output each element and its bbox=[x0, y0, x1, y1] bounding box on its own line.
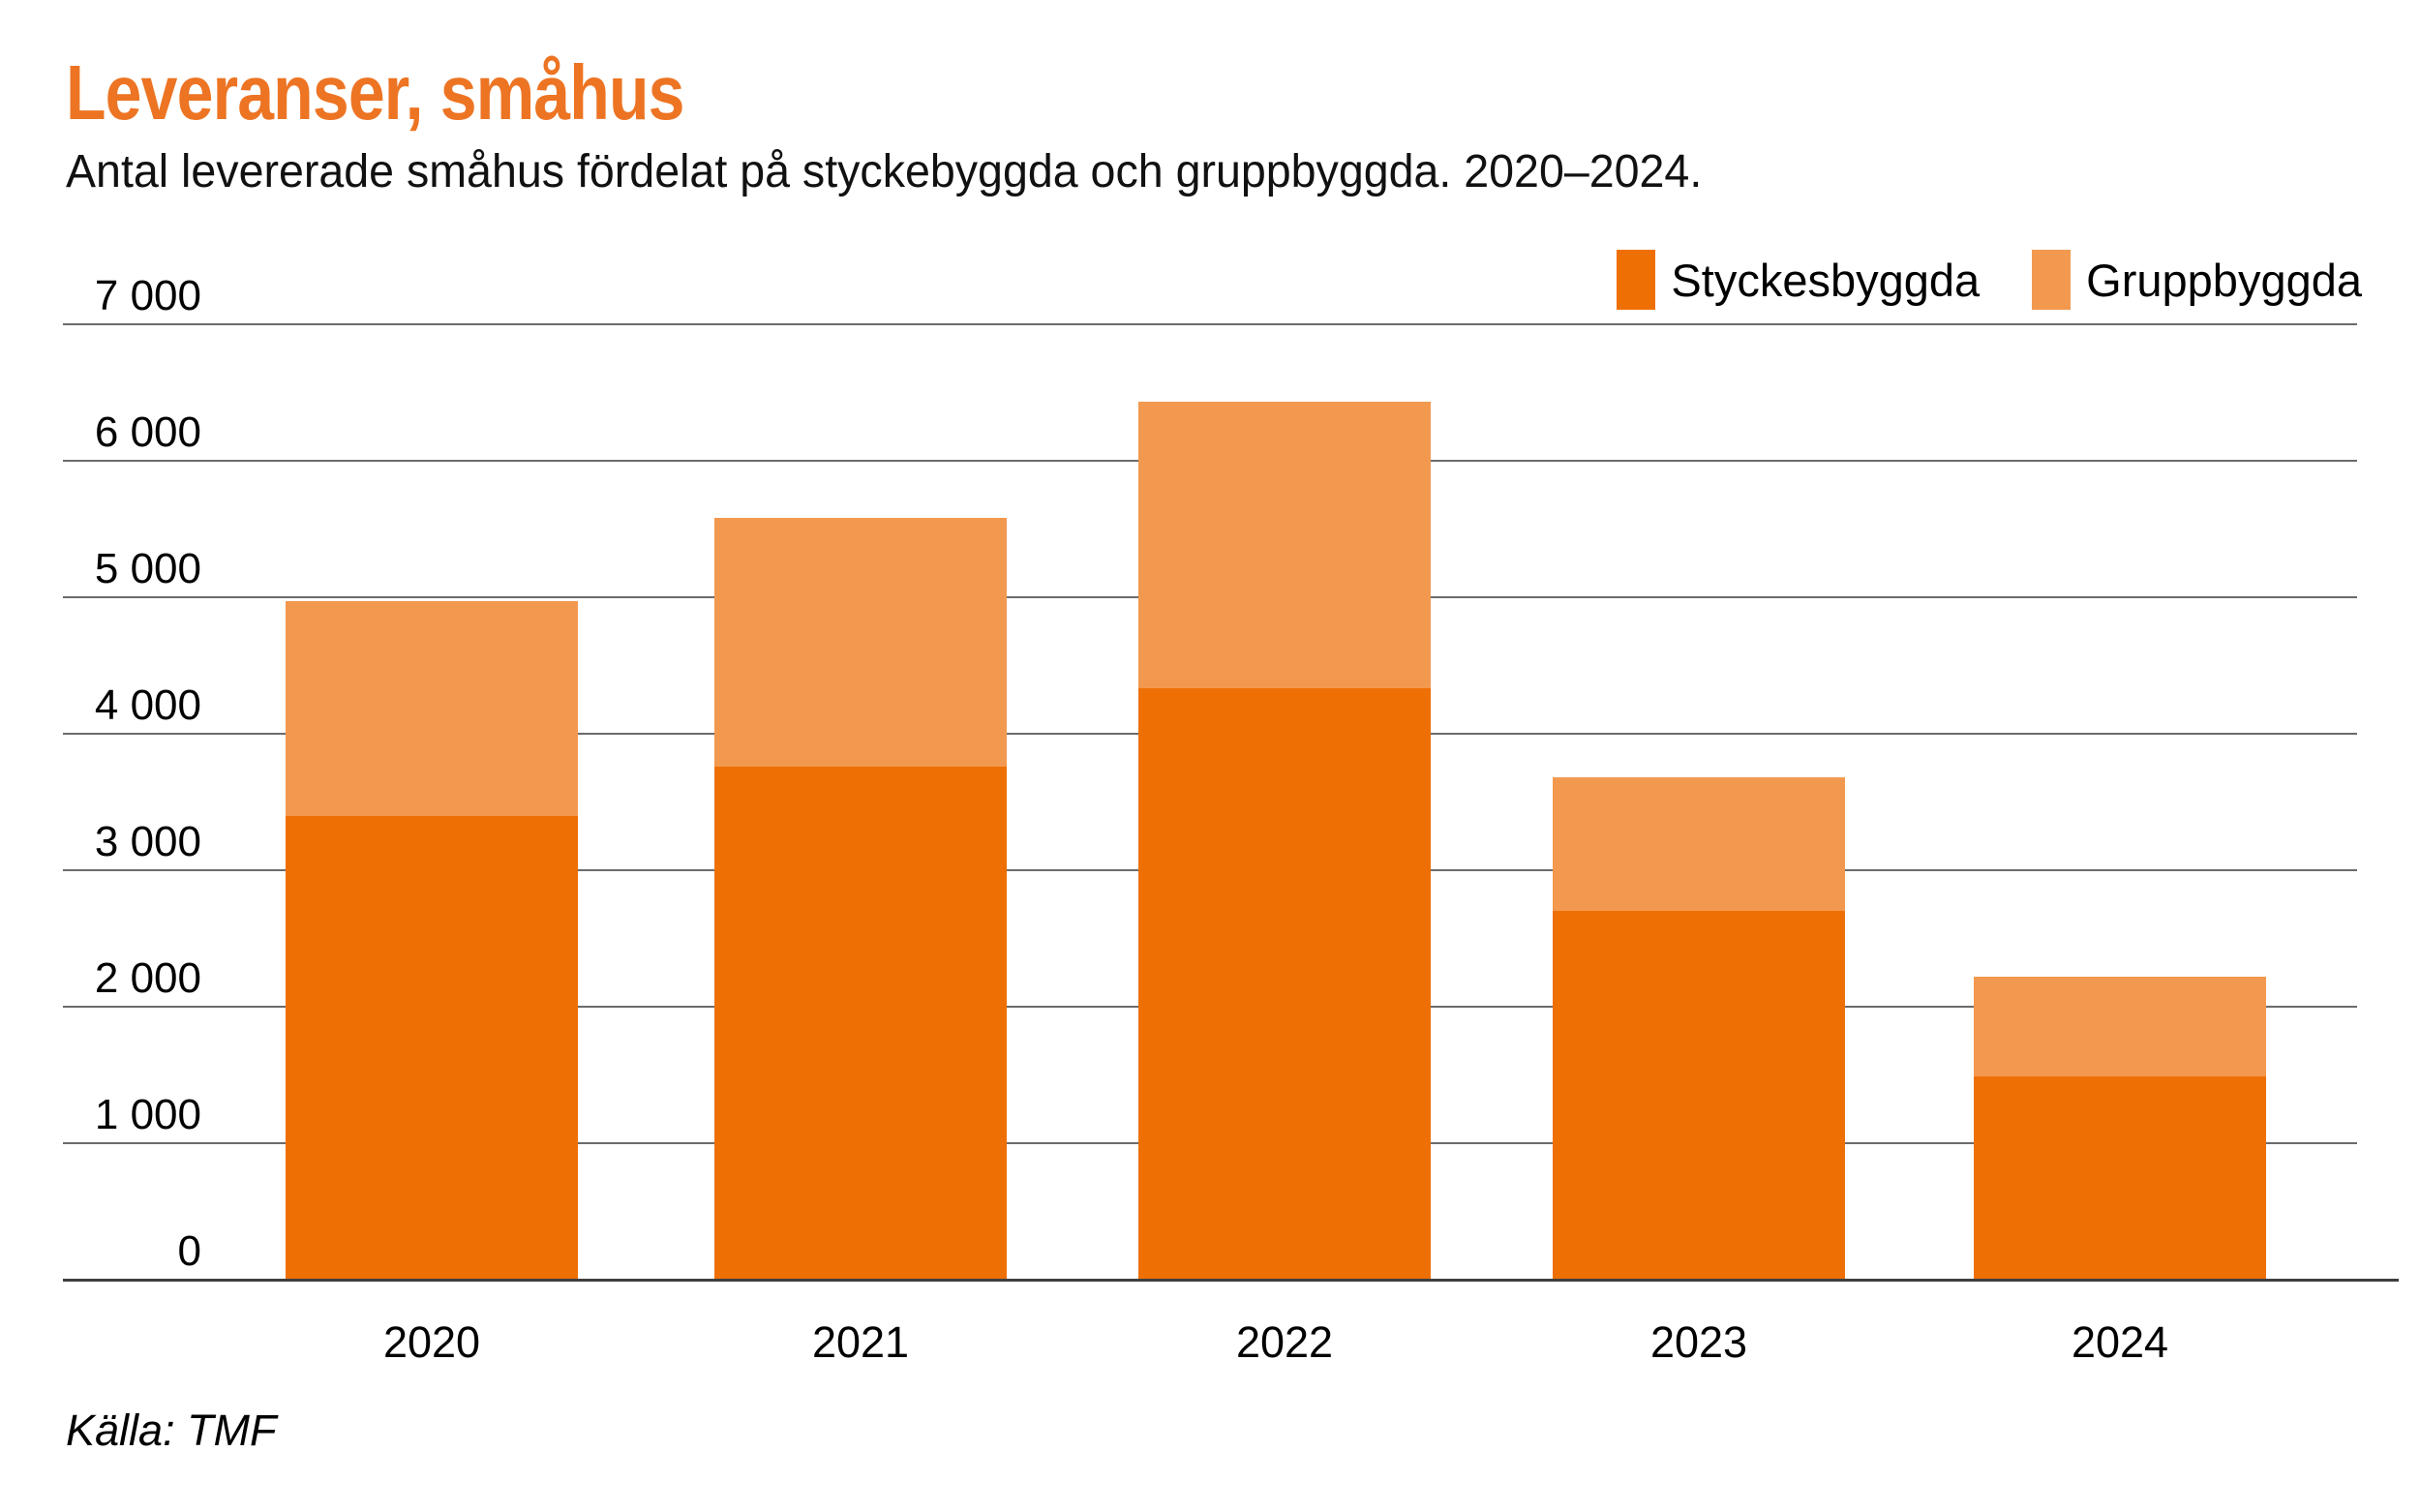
legend-swatch-styckesbyggda-icon bbox=[1617, 250, 1656, 310]
bar-2024-styckesbyggda bbox=[1974, 1075, 2266, 1280]
y-axis-label-5000: 5 000 bbox=[94, 545, 201, 592]
y-axis-label-4000: 4 000 bbox=[94, 681, 201, 729]
y-axis-label-3000: 3 000 bbox=[94, 818, 201, 865]
x-axis-label-2020: 2020 bbox=[382, 1317, 481, 1367]
bar-2023-styckesbyggda bbox=[1553, 911, 1845, 1280]
legend-item-gruppbyggda: Gruppbyggda bbox=[2032, 250, 2362, 310]
y-axis-label-0: 0 bbox=[177, 1227, 201, 1275]
chart-subtitle: Antal levererade småhus fördelat på styc… bbox=[66, 146, 1703, 197]
bar-2021-styckesbyggda bbox=[714, 766, 1007, 1280]
x-axis-label-2021: 2021 bbox=[811, 1317, 910, 1367]
y-axis-label-2000: 2 000 bbox=[94, 954, 201, 1002]
bar-2022-gruppbyggda bbox=[1138, 402, 1431, 689]
y-axis-label-1000: 1 000 bbox=[94, 1091, 201, 1138]
legend-item-styckesbyggda: Styckesbyggda bbox=[1617, 250, 1980, 310]
bar-2022-styckesbyggda bbox=[1138, 688, 1431, 1280]
bar-2024-gruppbyggda bbox=[1974, 976, 2266, 1076]
x-axis-label-2023: 2023 bbox=[1649, 1317, 1748, 1367]
y-axis-label-7000: 7 000 bbox=[94, 272, 201, 319]
bar-2020-gruppbyggda bbox=[286, 601, 578, 816]
x-axis-label-2024: 2024 bbox=[2071, 1317, 2169, 1367]
y-axis-label-6000: 6 000 bbox=[94, 408, 201, 456]
legend-label-styckesbyggda: Styckesbyggda bbox=[1671, 254, 1981, 306]
x-axis-baseline bbox=[63, 1279, 2399, 1282]
page-title: Leveranser, småhus bbox=[66, 49, 684, 136]
gridline-7000 bbox=[63, 323, 2357, 325]
source-note: Källa: TMF bbox=[66, 1406, 277, 1455]
legend-label-gruppbyggda: Gruppbyggda bbox=[2086, 254, 2362, 306]
bar-2021-gruppbyggda bbox=[714, 518, 1007, 767]
legend-swatch-gruppbyggda-icon bbox=[2032, 250, 2072, 310]
bar-2020-styckesbyggda bbox=[286, 815, 578, 1280]
x-axis-label-2022: 2022 bbox=[1235, 1317, 1334, 1367]
legend: Styckesbyggda Gruppbyggda bbox=[1617, 250, 2362, 310]
bar-2023-gruppbyggda bbox=[1553, 777, 1845, 912]
